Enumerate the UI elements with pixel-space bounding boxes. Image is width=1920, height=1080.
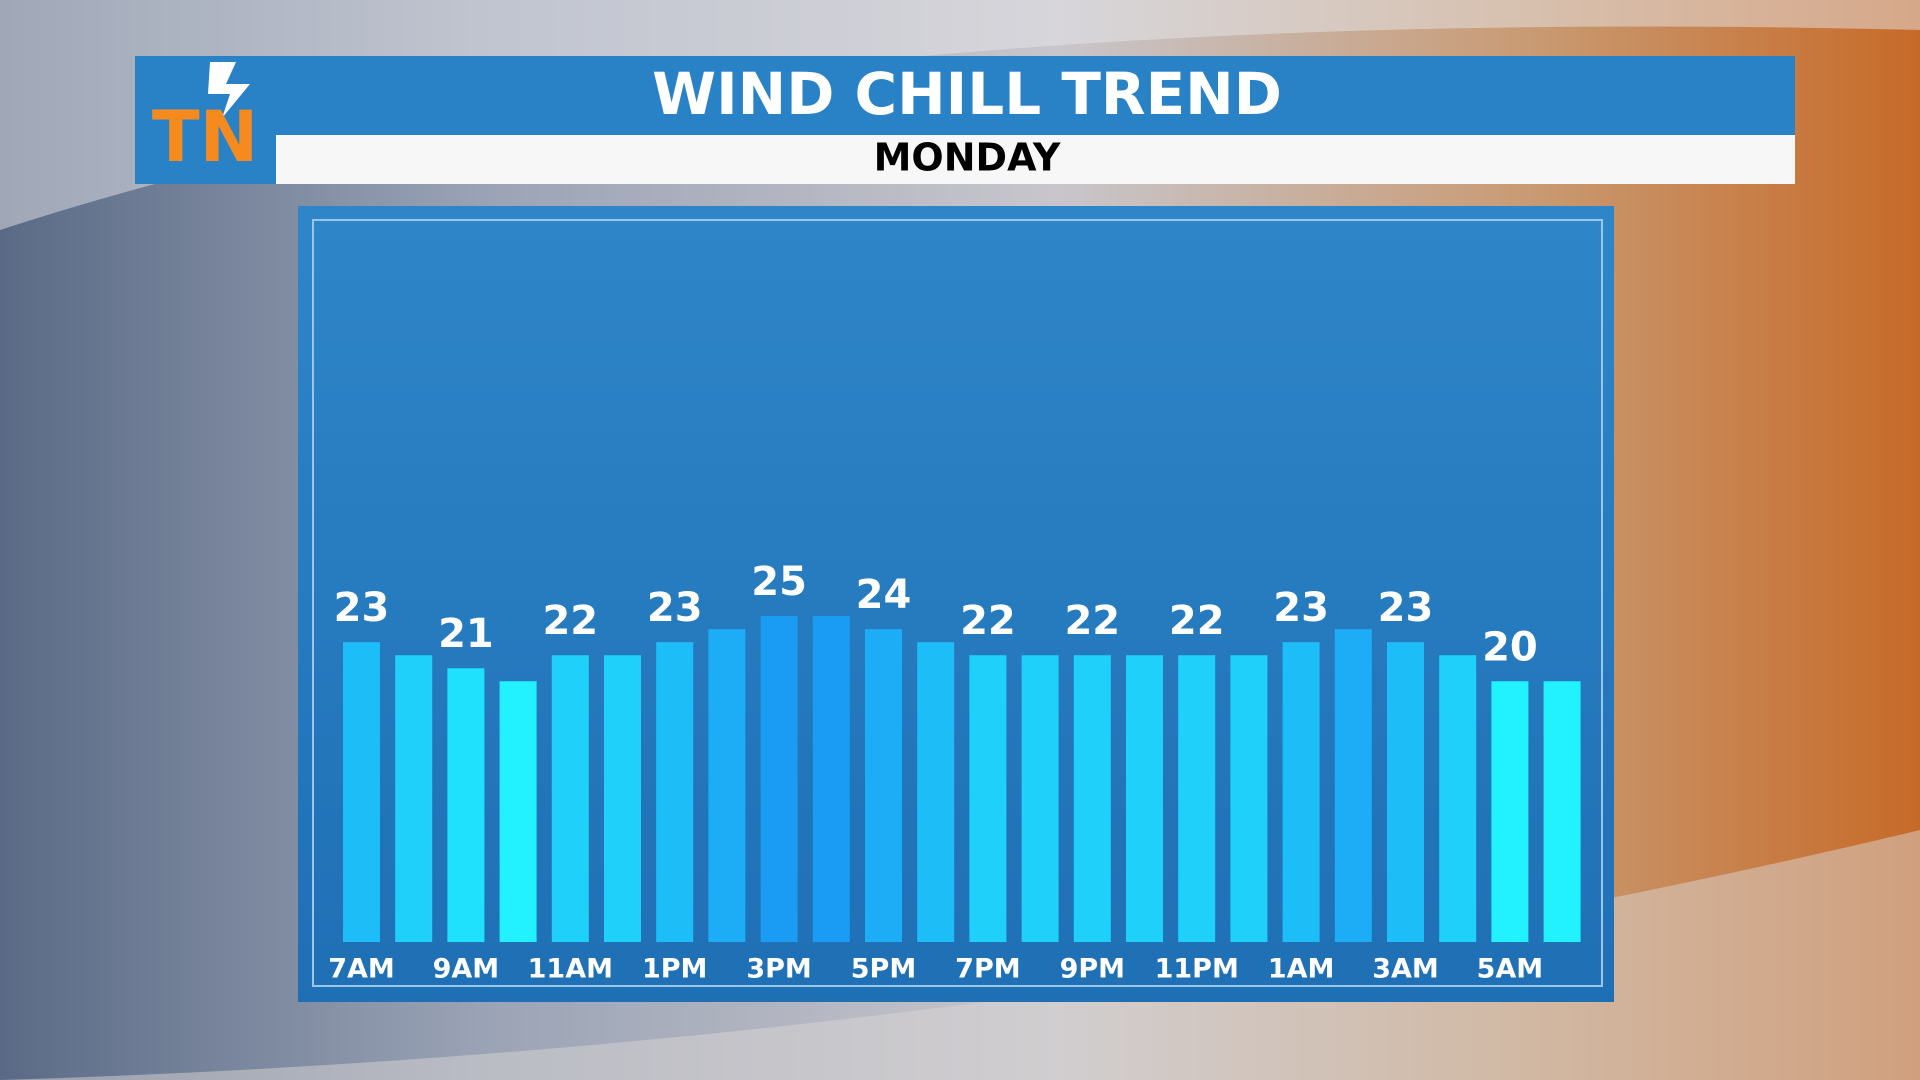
x-tick-label: 5AM <box>1477 954 1544 985</box>
logo: TN <box>152 96 258 178</box>
x-tick-label: 3PM <box>746 954 811 985</box>
x-tick-label: 5PM <box>851 954 916 985</box>
value-label: 22 <box>1169 598 1225 644</box>
chart-title: WIND CHILL TREND <box>652 60 1282 128</box>
value-label: 21 <box>438 611 494 657</box>
x-tick-label: 1AM <box>1268 954 1335 985</box>
value-label: 23 <box>334 585 390 631</box>
logo-bolt <box>208 62 250 118</box>
value-label: 25 <box>751 559 807 605</box>
value-label: 22 <box>1064 598 1120 644</box>
bar <box>656 642 694 942</box>
logo-banner <box>135 135 276 184</box>
bar <box>1543 681 1581 942</box>
bar <box>395 655 433 942</box>
value-label: 22 <box>542 598 598 644</box>
title-banner <box>135 56 1795 135</box>
bar <box>604 655 641 942</box>
bar <box>1230 655 1268 942</box>
x-tick-label: 1PM <box>642 954 707 985</box>
bar <box>760 616 798 942</box>
bar <box>1334 629 1372 942</box>
bar <box>1021 655 1059 942</box>
bar <box>447 668 485 942</box>
bar <box>1282 642 1320 942</box>
bar <box>1178 655 1216 942</box>
background-swoosh <box>0 830 1920 1080</box>
bar <box>917 642 955 942</box>
value-label: 23 <box>1378 585 1434 631</box>
bar <box>865 629 902 942</box>
value-label: 24 <box>856 572 912 618</box>
x-tick-label: 9AM <box>433 954 500 985</box>
bar <box>1387 642 1424 942</box>
x-tick-label: 9PM <box>1060 954 1125 985</box>
bar <box>499 681 537 942</box>
bar <box>1491 681 1529 942</box>
bar <box>1439 655 1477 942</box>
bar <box>343 642 380 942</box>
bar <box>551 655 589 942</box>
value-label: 20 <box>1482 624 1538 670</box>
plot: 23 7AM 21 9AM 22 11AM 23 1PM 25 3PM 24 5PM 22 7PM 22 9P… <box>328 559 1581 985</box>
bar <box>969 655 1007 942</box>
value-label: 22 <box>960 598 1016 644</box>
x-tick-label: 7PM <box>955 954 1020 985</box>
bar <box>812 616 850 942</box>
x-tick-label: 11PM <box>1155 954 1239 985</box>
x-tick-label: 3AM <box>1372 954 1439 985</box>
chart-border <box>312 219 1603 987</box>
subtitle-banner <box>276 135 1795 184</box>
bar <box>1126 655 1163 942</box>
bar <box>708 629 746 942</box>
value-label: 23 <box>647 585 703 631</box>
bar <box>1073 655 1111 942</box>
x-tick-label: 7AM <box>328 954 395 985</box>
value-label: 23 <box>1273 585 1329 631</box>
x-tick-label: 11AM <box>528 954 613 985</box>
chart-subtitle: MONDAY <box>874 136 1061 180</box>
